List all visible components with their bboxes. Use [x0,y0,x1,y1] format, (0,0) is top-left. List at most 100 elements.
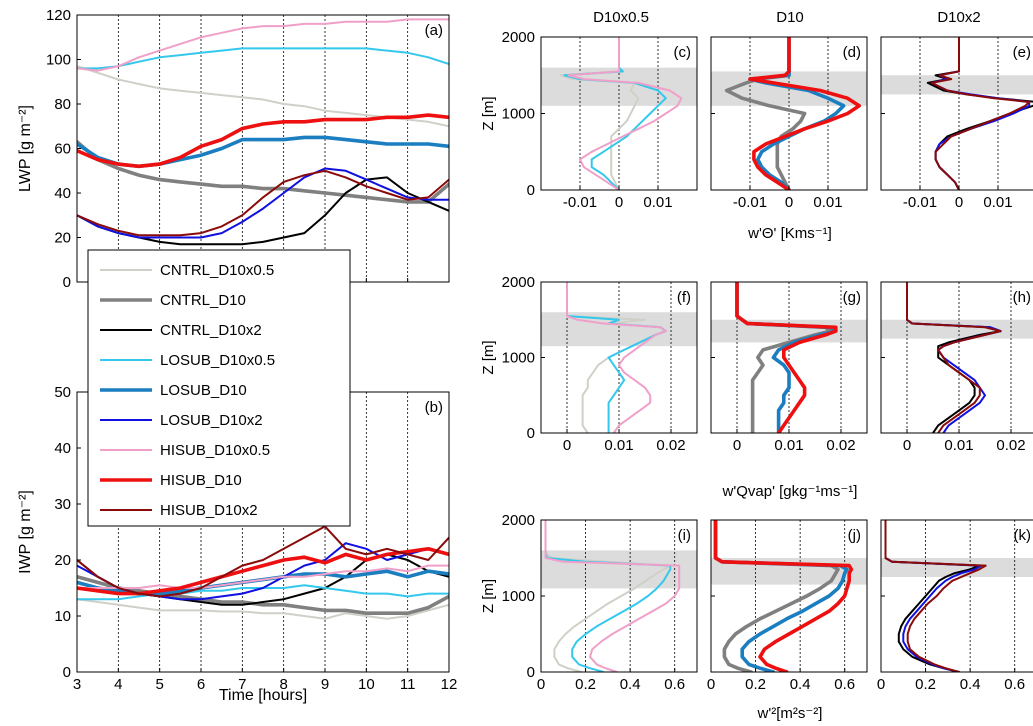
line-hisub-d10 [77,113,449,169]
panel-c-xtick-label: -0.01 [563,194,597,211]
panel-c-ytick-label: 1000 [502,106,535,123]
line-losub-d10x2 [77,167,449,239]
panel-b-xtick-label: 10 [358,676,375,693]
panel-g-xtick-label: 0.01 [774,437,803,454]
line-hisub-d10x05 [544,520,681,672]
panel-j-xtick-label: 0.2 [745,676,766,693]
panel-e-series [926,37,1033,190]
column-title-2: D10 [776,9,804,26]
panel-b-xtick-label: 9 [321,676,329,693]
legend-entry: HISUB_D10x0.5 [160,442,270,459]
panel-g: 0 0.01 0.02 (g) [710,281,868,454]
panel-j-letter: (j) [848,527,861,544]
panel-j-series [713,520,854,672]
panel-a: 0 20 40 60 80 100 120 (a) LWP [g m⁻²] [17,7,450,291]
panel-k-xtick-label: 0.4 [960,676,981,693]
panel-b-xlabel: Time [hours] [219,687,307,704]
panel-g-series [735,282,838,433]
legend-entry: CNTRL_D10x0.5 [160,262,274,279]
panel-b-xtick-label: 5 [155,676,163,693]
panel-k: 0 0.2 0.4 0.6 (k) [877,519,1033,693]
panel-d-xtick-label: 0 [785,194,793,211]
panel-i-xtick-label: 0 [537,676,545,693]
panel-k-xtick-label: 0.2 [915,676,936,693]
panel-b-ytick-label: 20 [54,552,71,569]
panel-a-ytick-label: 40 [54,185,71,202]
panel-a-ytick-label: 60 [54,141,71,158]
legend-entry: CNTRL_D10 [160,292,246,309]
panel-c-xtick-label: 0 [615,194,623,211]
panel-h: 0 0.01 0.02 (h) [880,281,1033,454]
panel-c-ylabel: Z [m] [480,96,497,130]
column-title-3: D10x2 [937,9,980,26]
panel-g-xtick-label: 0.02 [826,437,855,454]
legend: CNTRL_D10x0.5 CNTRL_D10 CNTRL_D10x2 LOSUB_D… [87,249,351,527]
column-title-1: D10x0.5 [593,9,649,26]
panel-e-xtick-label: 0.01 [983,194,1012,211]
panel-c-series [559,37,683,190]
panel-j-bg [711,520,867,672]
panel-a-ytick-label: 100 [46,52,71,69]
legend-entry: LOSUB_D10 [160,382,247,399]
panel-d-letter: (d) [843,44,861,61]
panel-h-series [906,282,1002,433]
panel-h-xtick-label: 0.02 [996,437,1025,454]
panel-b-ytick-label: 40 [54,440,71,457]
panel-k-xtick-label: 0.6 [1004,676,1025,693]
legend-entry: HISUB_D10 [160,472,242,489]
row2-xlabel: w'Qvap' [gkg⁻¹ms⁻¹] [722,483,858,500]
panel-d: -0.01 0 0.01 (d) [710,36,868,211]
panel-h-letter: (h) [1013,289,1031,306]
panel-f-xtick-label: 0.01 [604,437,633,454]
panel-b-ytick-label: 0 [63,664,71,681]
panel-f-letter: (f) [677,289,691,306]
line-hisub-d10x05 [77,564,449,589]
line-hisub-d10 [735,282,838,433]
panel-e-xtick-label: 0 [955,194,963,211]
panel-h-xtick-label: 0.01 [944,437,973,454]
panel-b-xtick-label: 7 [238,676,246,693]
panel-e-letter: (e) [1013,44,1031,61]
panel-f-xtick-label: 0.02 [656,437,685,454]
panel-i-letter: (i) [678,527,691,544]
panel-c-letter: (c) [674,44,692,61]
panel-i-xtick-label: 0.2 [575,676,596,693]
panel-k-xtick-label: 0 [877,676,885,693]
panel-a-series [77,18,449,246]
panel-e-inversion-band [881,75,1033,95]
line-losub-d10x05 [566,282,667,433]
panel-e-xtick-label: -0.01 [903,194,937,211]
panel-b-xtick-label: 4 [114,676,122,693]
legend-entry: HISUB_D10x2 [160,502,258,519]
line-hisub-d10x05 [566,282,667,433]
panel-k-letter: (k) [1014,527,1032,544]
legend-entry: LOSUB_D10x0.5 [160,352,275,369]
row3-xlabel: w'²[m²s⁻²] [757,705,823,722]
line-hisub-d10x05 [77,18,449,72]
panel-b-xtick-label: 8 [279,676,287,693]
panel-c-ytick-label: 2000 [502,29,535,46]
panel-i-bg [541,520,697,672]
panel-i-ytick-label: 1000 [502,588,535,605]
panel-f-xtick-label: 0 [563,437,571,454]
panel-f-ytick-label: 1000 [502,350,535,367]
panel-c-xtick-label: 0.01 [643,194,672,211]
panel-g-xtick-label: 0 [733,437,741,454]
panel-e: -0.01 0 0.01 (e) [880,36,1033,211]
panel-i-ytick-label: 0 [527,664,535,681]
panel-b-ylabel: IWP [g m⁻²] [17,490,34,574]
panel-h-inversion-band [881,319,1033,339]
panel-f-ytick-label: 2000 [502,274,535,291]
panel-i-series [544,520,681,672]
panel-f: 0 0.01 0.02 0 1000 2000 (f) Z [m] [480,274,698,454]
panel-i-xtick-label: 0.6 [664,676,685,693]
line-hisub-d10x2 [930,37,1031,190]
panel-b-letter: (b) [425,399,443,416]
panel-b-xtick-label: 3 [73,676,81,693]
panel-f-inversion-band [541,312,697,347]
panel-i: 0 0.2 0.4 0.6 0 1000 2000 (i) Z [m] [480,512,698,693]
line-hisub-d10 [713,520,854,672]
panel-i-ylabel: Z [m] [480,579,497,613]
panel-d-xtick-label: 0.01 [813,194,842,211]
line-hisub-d10x2 [77,169,449,237]
